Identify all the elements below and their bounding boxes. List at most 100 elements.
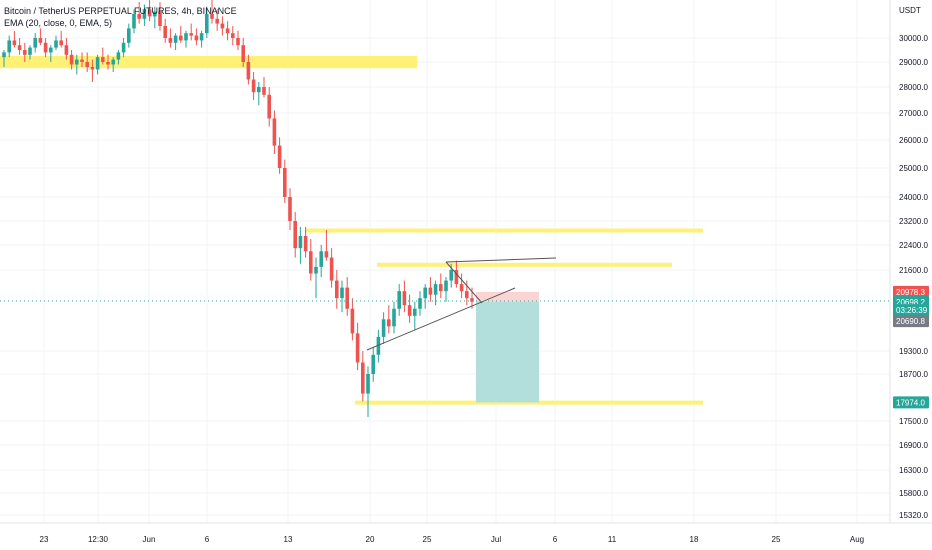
price-tick-label: 29000.0: [899, 58, 928, 67]
time-tick-label: 12:30: [88, 535, 109, 544]
trendline-drawings[interactable]: [366, 257, 557, 351]
candle-body: [340, 287, 344, 299]
price-tick-label: 15800.0: [899, 489, 928, 498]
candle-body: [251, 79, 256, 93]
grid: [0, 0, 890, 523]
price-tag: [893, 315, 929, 328]
candle-body: [80, 59, 84, 62]
chart-legend: Bitcoin / TetherUS PERPETUAL FUTURES, 4h…: [4, 5, 237, 29]
symbol-title: Bitcoin / TetherUS PERPETUAL FUTURES, 4h…: [4, 6, 237, 16]
time-tick-label: 11: [608, 535, 617, 544]
candle-body: [298, 236, 303, 249]
time-tick-label: 20: [366, 535, 375, 544]
candle-body: [54, 40, 58, 48]
resistance-trendline[interactable]: [445, 257, 557, 263]
candle-body: [38, 38, 43, 43]
candle-body: [407, 305, 412, 316]
candle-body: [350, 308, 355, 334]
candle-body: [392, 308, 396, 327]
candle-body: [168, 38, 173, 43]
candle-body: [158, 11, 162, 26]
price-tick-label: 26000.0: [899, 136, 928, 145]
candle-body: [402, 291, 407, 306]
triangle-upper-trendline[interactable]: [445, 261, 483, 304]
candle-body: [111, 59, 115, 65]
candle-body: [101, 57, 105, 62]
candle-body: [397, 291, 401, 309]
candle-body: [147, 9, 152, 17]
candle-body: [329, 257, 334, 281]
price-zone[interactable]: [377, 262, 672, 267]
candle-body: [293, 221, 297, 249]
ema-indicator-label: EMA (20, close, 0, EMA, 5): [4, 18, 113, 28]
candle-body: [423, 287, 427, 299]
short-position-tool[interactable]: [476, 291, 539, 403]
candle-body: [231, 33, 235, 38]
candle-body: [428, 287, 433, 295]
candle-body: [387, 319, 391, 327]
candle-body: [262, 87, 266, 95]
price-tag-label: 20690.8: [896, 317, 925, 326]
currency-label: USDT: [899, 6, 921, 15]
candle-body: [335, 280, 339, 299]
candle-body: [121, 42, 126, 53]
candle-body: [95, 57, 100, 70]
candle-body: [75, 59, 79, 65]
candle-body: [12, 40, 17, 46]
time-tick-label: Aug: [850, 535, 864, 544]
candle-body: [345, 287, 349, 309]
candle-body: [470, 298, 474, 302]
candle-body: [459, 284, 464, 292]
price-zone[interactable]: [355, 400, 703, 405]
candle-body: [7, 40, 11, 53]
time-tick-label: 13: [284, 535, 293, 544]
time-tick-label: 6: [553, 535, 558, 544]
price-tick-label: 28000.0: [899, 83, 928, 92]
candle-body: [324, 251, 329, 258]
candle-body: [418, 298, 422, 309]
candle-body: [49, 47, 53, 53]
price-axis[interactable]: 30000.0 29000.0 28000.0 27000.0 26000.0 25000…: [889, 0, 928, 523]
candle-body: [267, 94, 271, 119]
candle-body: [189, 33, 193, 36]
candle-body: [465, 291, 469, 299]
price-tick-label: 27000.0: [899, 109, 928, 118]
time-tick-label: 25: [423, 535, 432, 544]
price-tick-label: 16300.0: [899, 466, 928, 475]
candle-body: [205, 14, 209, 34]
candle-body: [153, 11, 157, 17]
price-tick-label: 25000.0: [899, 164, 928, 173]
candle-body: [303, 236, 308, 252]
price-zone[interactable]: [305, 228, 703, 233]
candle-body: [179, 35, 183, 41]
candle-body: [33, 38, 37, 48]
candles: [2, 0, 474, 418]
price-zone[interactable]: [0, 56, 417, 69]
stop-loss-area[interactable]: [476, 291, 539, 302]
candle-body: [454, 270, 459, 285]
price-tick-label: 16900.0: [899, 441, 928, 450]
time-axis[interactable]: 23 12:30 Jun 6 13 20 25 Jul 6 11 18 25 Aug: [0, 522, 932, 544]
time-tick-label: 25: [772, 535, 781, 544]
candle-body: [283, 168, 287, 197]
candle-body: [277, 145, 282, 168]
support-resistance-zones: [0, 56, 703, 405]
candle-body: [215, 18, 219, 24]
candle-body: [85, 62, 89, 67]
candle-body: [413, 308, 417, 316]
take-profit-area[interactable]: [476, 301, 539, 403]
price-tag-label: 20698.2: [896, 298, 925, 307]
candle-body: [194, 35, 199, 41]
candle-body: [137, 14, 141, 19]
candle-body: [142, 9, 147, 19]
candle-body: [163, 26, 167, 38]
candle-body: [236, 38, 240, 46]
price-tag-label: 20978.3: [896, 288, 925, 297]
triangle-lower-trendline[interactable]: [366, 287, 516, 351]
candle-body: [439, 284, 443, 292]
candle-body: [210, 14, 214, 19]
candle-body: [433, 284, 438, 295]
candle-body: [376, 336, 381, 355]
